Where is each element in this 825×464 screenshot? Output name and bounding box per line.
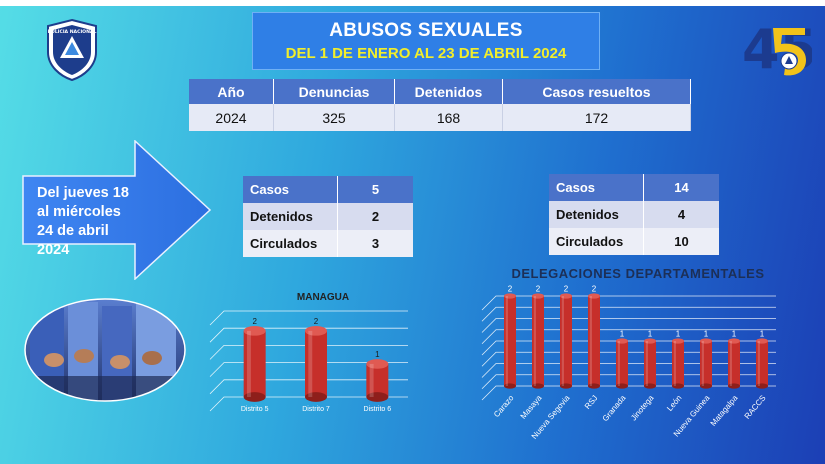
- chart-title-managua: MANAGUA: [296, 292, 350, 303]
- bar: [504, 293, 516, 389]
- summary-header-cell: Casos resueltos: [502, 79, 691, 104]
- data-label: 2: [592, 284, 597, 293]
- chart-managua: 2 Distrito 5 2 Distrito 7 1 Distrito 6: [209, 310, 408, 413]
- grid-line: [209, 362, 408, 377]
- summary-cell: 172: [502, 104, 691, 131]
- arrow-right-icon: [22, 140, 212, 280]
- bar: [672, 338, 684, 389]
- summary-header-cell: Detenidos: [394, 79, 503, 104]
- table-label: Circulados: [243, 230, 338, 257]
- table-row: Casos 5: [243, 176, 413, 203]
- police-badge-icon: POLICIA NACIONAL: [47, 18, 97, 82]
- data-label: 1: [620, 329, 625, 338]
- summary-header-cell: Denuncias: [273, 79, 395, 104]
- data-label: 2: [314, 317, 319, 326]
- table-value: 4: [643, 201, 719, 228]
- data-label: 2: [508, 284, 513, 293]
- table-value: 3: [337, 230, 413, 257]
- grid-line: [481, 295, 776, 311]
- bar: [700, 338, 712, 389]
- summary-header-cell: Año: [189, 79, 274, 104]
- bar: [305, 326, 327, 402]
- tick-label: Jinotega: [629, 393, 656, 422]
- tick-label: Distrito 6: [364, 406, 392, 413]
- table-row: Circulados 3: [243, 230, 413, 257]
- title-banner: ABUSOS SEXUALES DEL 1 DE ENERO AL 23 DE …: [252, 12, 600, 70]
- data-label: 1: [732, 329, 737, 338]
- chart-title-departamentos: DELEGACIONES DEPARTAMENTALES: [511, 266, 765, 281]
- bar: [560, 293, 572, 389]
- grid-line: [209, 327, 408, 343]
- table-label: Detenidos: [549, 201, 644, 228]
- table-value: 10: [643, 228, 719, 255]
- tick-label: RSJ: [583, 394, 600, 411]
- anniversary-45-icon: 45: [742, 20, 812, 78]
- tick-label: Granada: [601, 393, 628, 423]
- bar: [588, 293, 600, 389]
- table-value: 5: [337, 176, 413, 203]
- grid-line: [481, 306, 776, 322]
- week-banner-text: Del jueves 18 al miércoles 24 de abril 2…: [37, 185, 129, 258]
- data-label: 2: [564, 284, 569, 293]
- tick-label: Masaya: [519, 393, 544, 421]
- summary-data-row: 2024 325 168 172: [189, 104, 691, 131]
- logo-left-text: POLICIA NACIONAL: [48, 29, 97, 35]
- tick-label: Distrito 7: [302, 406, 330, 413]
- tick-label: Carazo: [492, 393, 516, 419]
- bar: [243, 326, 266, 402]
- table-value: 2: [337, 203, 413, 230]
- table-label: Casos: [549, 174, 644, 201]
- grid-line: [481, 329, 776, 345]
- tick-label: RACCS: [743, 394, 768, 421]
- grid-line: [209, 379, 408, 395]
- top-border: [0, 0, 825, 6]
- page-title: ABUSOS SEXUALES: [329, 20, 523, 41]
- table-row: Detenidos 2: [243, 203, 413, 230]
- bar: [644, 338, 656, 389]
- bar: [366, 359, 389, 402]
- bar: [616, 338, 628, 389]
- managua-table: Casos 5 Detenidos 2 Circulados 3: [243, 176, 413, 257]
- detainees-photo: [24, 298, 186, 402]
- table-label: Casos: [243, 176, 338, 203]
- bar: [728, 338, 740, 389]
- bar: [532, 293, 544, 389]
- grid-line: [209, 310, 408, 326]
- summary-cell: 325: [273, 104, 395, 131]
- summary-header-row: Año Denuncias Detenidos Casos resueltos: [189, 79, 691, 104]
- bar: [756, 338, 768, 389]
- grid-line: [209, 345, 408, 360]
- grid-line: [481, 318, 776, 333]
- tick-label: León: [665, 394, 683, 413]
- data-label: 1: [648, 329, 653, 338]
- departamentos-table: Casos 14 Detenidos 4 Circulados 10: [549, 174, 719, 255]
- tick-label: Matagalpa: [709, 393, 740, 428]
- table-label: Circulados: [549, 228, 644, 255]
- data-label: 1: [704, 329, 709, 338]
- tick-label: Distrito 5: [241, 406, 269, 413]
- data-label: 1: [375, 350, 380, 359]
- summary-table: Año Denuncias Detenidos Casos resueltos …: [189, 79, 691, 131]
- table-label: Detenidos: [243, 203, 338, 230]
- table-row: Detenidos 4: [549, 201, 719, 228]
- summary-cell: 2024: [189, 104, 274, 131]
- grid-line: [209, 396, 408, 412]
- data-label: 2: [252, 317, 257, 326]
- data-label: 1: [676, 329, 681, 338]
- summary-cell: 168: [394, 104, 503, 131]
- table-value: 14: [643, 174, 719, 201]
- table-row: Circulados 10: [549, 228, 719, 255]
- data-label: 1: [760, 329, 765, 338]
- data-label: 2: [536, 284, 541, 293]
- page-subtitle: DEL 1 DE ENERO AL 23 DE ABRIL 2024: [285, 45, 567, 62]
- table-row: Casos 14: [549, 174, 719, 201]
